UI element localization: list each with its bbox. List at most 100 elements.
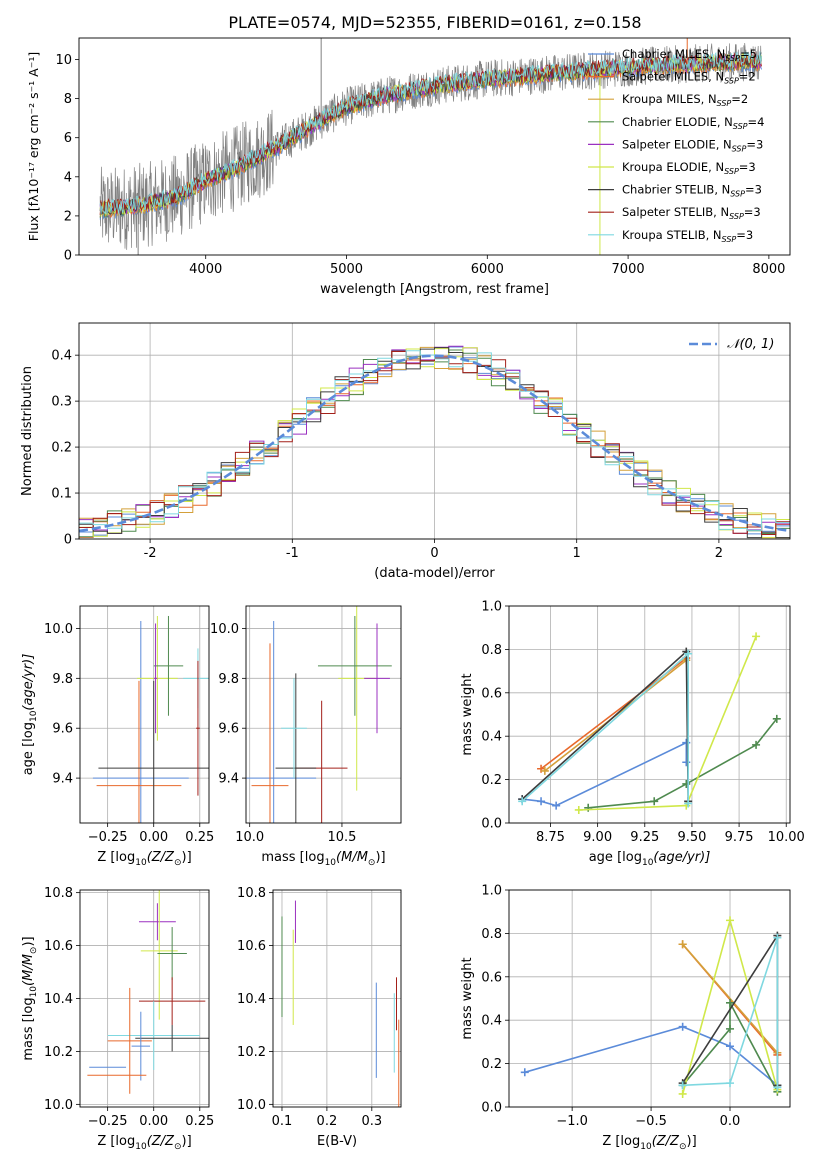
axis-label-sun: ⊙ [174,858,182,868]
data-point-kroupa-elodie [140,890,178,1020]
axis-label-mid: (M/M [21,954,36,986]
data-point-salpeter-elodie [138,903,176,941]
x-tick-label: 0.25 [185,1114,214,1129]
marker [773,1083,782,1092]
series-chabrier-miles [518,738,691,810]
axis-label-mid: (age/yr)] [21,654,36,711]
axes-frame [508,605,791,824]
y-tick-label: 1.0 [481,884,502,899]
x-tick-label: -2 [144,546,157,561]
y-tick-label: 0 [64,249,72,264]
marker [678,1022,687,1031]
y-tick-label: 9.8 [52,672,73,687]
x-axis-label: Z [log10(Z/Z⊙)] [602,1134,696,1152]
data-point-salpeter-stelib [196,660,200,796]
y-tick-label: 0.6 [481,970,502,985]
x-tick-label: 9.25 [630,830,659,845]
error-bars [87,890,209,1094]
axis-label-sun: ⊙ [174,1142,182,1152]
weight-vs-metallicity-panel: −1.0 −0.5 0.0 0.0 0.2 0.4 0.6 0.8 1.0 Z [log10(Z/… [460,884,791,1152]
x-tick-label: 9.75 [725,830,754,845]
axis-label-subscript: 10 [135,1142,147,1152]
axes-frame [79,605,210,824]
y-tick-label: 9.4 [218,772,239,787]
axis-label-sun: ⊙ [29,947,39,955]
axis-label-prefix: age [log [21,722,36,775]
axis-label-suffix: )] [687,1134,697,1149]
y-tick-label: 10.4 [237,992,266,1007]
marker [678,1081,687,1090]
axis-label-subscript: 10 [325,858,337,868]
y-tick-label: 0.6 [481,686,502,701]
axis-label-mid: (Z/Z [147,850,175,865]
marker [682,758,691,767]
axis-label-subscript: 10 [642,858,654,868]
axes-frame [78,37,791,256]
marker [684,649,693,658]
marker [678,940,687,949]
legend: Chabrier MILES, NSSP=5 Salpeter MILES, NS… [588,47,764,244]
age-vs-metallicity-panel: −0.25 0.00 0.259.49.69.810.0Z [log10(Z/Z⊙)… [21,605,214,868]
x-tick-label: 2 [715,546,723,561]
axes-frame [78,322,791,540]
x-tick-label: 8000 [752,262,785,277]
x-tick-label: 0 [430,546,438,561]
histogram-kroupa-stelib [79,350,790,539]
error-bars [92,615,209,823]
weight-series [520,916,782,1098]
data-point-chabrier-elodie [157,927,187,980]
y-tick-label: 10.0 [210,622,239,637]
weight-series [518,632,781,814]
y-axis-label: mass [log10(M/M⊙)] [21,936,39,1060]
marker [584,803,593,812]
y-tick-label: 2 [64,209,72,224]
data-point-salpeter-miles [107,987,152,1094]
y-tick-label: 0.0 [481,1101,502,1116]
x-tick-label: −0.25 [88,1114,128,1129]
data-point-chabrier-miles [131,1011,151,1081]
y-tick-label: 0.0 [481,817,502,832]
x-tick-label: 9.50 [677,830,706,845]
age-vs-mass-panel: 10.0 10.5 9.4 9.6 9.8 10.0 mass [log10(M/M⊙)] [210,605,402,868]
y-tick-label: 0.1 [51,487,72,502]
axis-label-suffix: )] [182,1134,192,1149]
marker [682,738,691,747]
x-axis-label: (data-model)/error [374,566,495,581]
legend-entry: Kroupa ELODIE, NSSP=3 [622,160,756,176]
axis-label-sun: ⊙ [368,858,376,868]
marker [650,797,659,806]
y-tick-label: 1.0 [481,600,502,615]
x-tick-label: 0.00 [139,830,168,845]
axes-frame [79,889,210,1108]
axes-frame [508,889,791,1108]
y-axis-label: mass weight [460,957,475,1039]
x-tick-label: 0.0 [720,1114,741,1129]
y-tick-label: 10.2 [237,1045,266,1060]
axis-label-prefix: age [log [589,850,642,865]
x-tick-label: 5000 [330,262,363,277]
axis-label-prefix: Z [log [97,1134,135,1149]
x-axis-label: Z [log10(Z/Z⊙)] [97,1134,191,1152]
x-axis-label: Z [log10(Z/Z⊙)] [97,850,191,868]
x-tick-label: −0.5 [635,1114,667,1129]
marker [752,740,761,749]
y-tick-label: 4 [64,170,72,185]
x-tick-label: -1 [286,546,299,561]
marker [540,766,549,775]
y-tick-label: 8 [64,92,72,107]
x-tick-label: 10.0 [235,830,264,845]
x-tick-label: 9.00 [583,830,612,845]
series-kroupa-stelib [518,649,693,808]
y-tick-label: 0.2 [481,1057,502,1072]
legend-entry: 𝒩(0, 1) [727,337,774,352]
x-axis-label: mass [log10(M/M⊙)] [261,850,385,868]
axis-label-mid: (M/M [336,850,368,865]
data-point-salpeter-elodie [153,623,158,734]
legend-entry: Chabrier STELIB, NSSP=3 [622,183,762,199]
x-tick-label: 10.5 [327,830,356,845]
marker [752,632,761,641]
spectrum-lines [99,38,762,255]
marker [552,801,561,810]
y-tick-label: 0.2 [481,773,502,788]
